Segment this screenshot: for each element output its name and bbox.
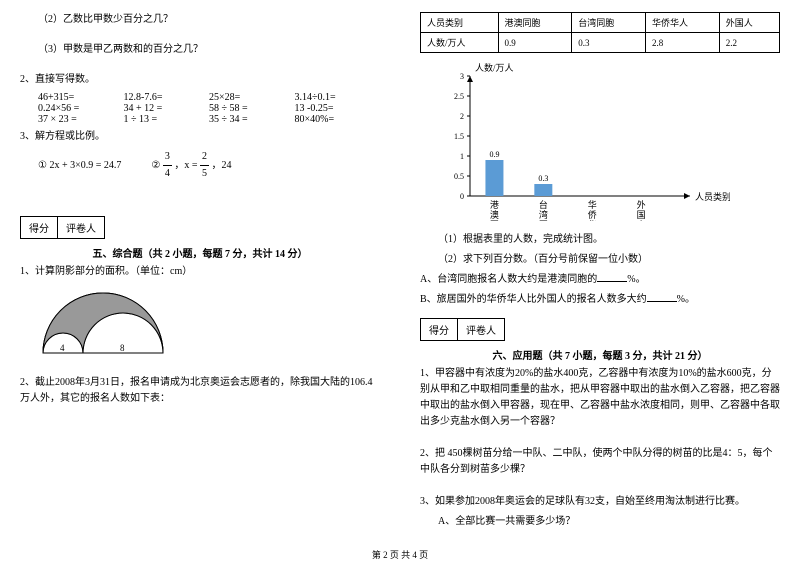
td: 人数/万人	[421, 33, 499, 53]
fraction-2-5: 25	[200, 149, 209, 182]
svg-text:1.5: 1.5	[454, 132, 464, 141]
th: 人员类别	[421, 13, 499, 33]
svg-text:同: 同	[539, 220, 548, 221]
svg-text:0.5: 0.5	[454, 172, 464, 181]
blank-fill[interactable]	[597, 272, 627, 282]
r1: （1）根据表里的人数，完成统计图。	[420, 232, 780, 248]
section-5-title: 五、综合题（共 2 小题，每题 7 分，共计 14 分）	[20, 245, 380, 260]
arith-cell: 58 ÷ 58 =	[209, 103, 295, 114]
td: 0.9	[498, 33, 572, 53]
svg-text:2.5: 2.5	[454, 92, 464, 101]
eq2: ② 34 ，x = 25 ，24	[151, 149, 231, 182]
r2: （2）求下列百分数。（百分号前保留一位小数）	[420, 252, 780, 268]
shape-label-8: 8	[120, 343, 125, 353]
arith-cell: 13 -0.25=	[295, 103, 381, 114]
svg-text:台: 台	[539, 199, 548, 210]
arith-cell: 0.24×56 =	[38, 103, 124, 114]
svg-text:1: 1	[460, 152, 464, 161]
score-label: 得分	[421, 319, 458, 340]
svg-text:人员类别: 人员类别	[695, 191, 730, 202]
svg-text:0: 0	[460, 192, 464, 201]
shape-label-4: 4	[60, 343, 65, 353]
q2-title: 2、直接写得数。	[20, 72, 380, 88]
arith-cell: 1 ÷ 13 =	[124, 114, 210, 125]
eq2-prefix: ②	[151, 160, 160, 171]
rA-suffix: %。	[627, 274, 645, 285]
svg-text:外: 外	[637, 199, 646, 210]
q5-1: 1、计算阴影部分的面积。（单位：cm）	[20, 264, 380, 280]
q6-2: 2、把 450棵树苗分给一中队、二中队，使两个中队分得的树苗的比是4：5，每个中…	[420, 446, 780, 478]
fraction-3-4: 34	[163, 149, 172, 182]
q1-2: （2）乙数比甲数少百分之几？	[20, 12, 380, 28]
svg-text:人数/万人: 人数/万人	[475, 62, 514, 73]
svg-text:人: 人	[637, 220, 646, 221]
q3-title: 3、解方程或比例。	[20, 129, 380, 145]
svg-text:3: 3	[460, 72, 464, 81]
svg-text:0.3: 0.3	[538, 174, 548, 183]
th: 华侨华人	[646, 13, 720, 33]
rA-text: A、台湾同胞报名人数大约是港澳同胞的	[420, 274, 597, 285]
q5-2: 2、截止2008年3月31日，报名申请成为北京奥运会志愿者的，除我国大陆的106…	[20, 375, 380, 407]
arith-row-2: 37 × 23 = 1 ÷ 13 = 35 ÷ 34 = 80×40%=	[20, 114, 380, 125]
section-6-title: 六、应用题（共 7 小题，每题 3 分，共计 21 分）	[420, 347, 780, 362]
arith-cell: 35 ÷ 34 =	[209, 114, 295, 125]
svg-text:港: 港	[490, 199, 499, 210]
equations: ① 2x + 3×0.9 = 24.7 ② 34 ，x = 25 ，24	[20, 149, 380, 182]
svg-text:2: 2	[460, 112, 464, 121]
eq2-suffix: ，24	[212, 160, 232, 171]
svg-text:湾: 湾	[539, 209, 548, 220]
svg-text:0.9: 0.9	[489, 150, 499, 159]
rA: A、台湾同胞报名人数大约是港澳同胞的 %。	[420, 272, 780, 288]
svg-text:国: 国	[637, 210, 646, 220]
q6-3A: A、全部比赛一共需要多少场？	[420, 514, 780, 530]
score-label: 得分	[21, 217, 58, 238]
rB-suffix: %。	[677, 294, 695, 305]
rB: B、旅居国外的华侨华人比外国人的报名人数多大约 %。	[420, 292, 780, 308]
data-table: 人员类别 港澳同胞 台湾同胞 华侨华人 外国人 人数/万人 0.9 0.3 2.…	[420, 12, 780, 53]
eq2-mid: ，x =	[174, 160, 197, 171]
rB-text: B、旅居国外的华侨华人比外国人的报名人数多大约	[420, 294, 647, 305]
arith-cell: 37 × 23 =	[38, 114, 124, 125]
grader-label: 评卷人	[458, 319, 504, 340]
arith-cell: 3.14÷0.1=	[295, 92, 381, 103]
svg-text:侨: 侨	[588, 209, 597, 220]
svg-text:华: 华	[588, 199, 597, 210]
th: 外国人	[719, 13, 779, 33]
bar-chart: 人数/万人32.521.510.500.9港澳同胞0.3台湾同胞华侨华人外国人人…	[430, 61, 730, 221]
svg-text:同: 同	[490, 220, 499, 221]
score-box-6: 得分 评卷人	[420, 318, 505, 341]
table-data-row: 人数/万人 0.9 0.3 2.8 2.2	[421, 33, 780, 53]
td: 0.3	[572, 33, 646, 53]
th: 港澳同胞	[498, 13, 572, 33]
arith-cell: 12.8-7.6=	[124, 92, 210, 103]
th: 台湾同胞	[572, 13, 646, 33]
q1-3: （3）甲数是甲乙两数和的百分之几？	[20, 42, 380, 58]
eq1: ① 2x + 3×0.9 = 24.7	[38, 158, 121, 174]
arith-row-1: 0.24×56 = 34 + 12 = 58 ÷ 58 = 13 -0.25=	[20, 103, 380, 114]
table-header-row: 人员类别 港澳同胞 台湾同胞 华侨华人 外国人	[421, 13, 780, 33]
arith-cell: 34 + 12 =	[124, 103, 210, 114]
td: 2.2	[719, 33, 779, 53]
svg-text:澳: 澳	[490, 209, 499, 220]
shaded-shape: 4 8	[38, 288, 168, 358]
grader-label: 评卷人	[58, 217, 104, 238]
page-footer: 第 2 页 共 4 页	[0, 548, 800, 561]
arith-row-0: 46+315= 12.8-7.6= 25×28= 3.14÷0.1=	[20, 92, 380, 103]
arith-cell: 46+315=	[38, 92, 124, 103]
arith-cell: 80×40%=	[295, 114, 381, 125]
arith-cell: 25×28=	[209, 92, 295, 103]
q6-3: 3、如果参加2008年奥运会的足球队有32支，自始至终用淘汰制进行比赛。	[420, 494, 780, 510]
svg-text:华: 华	[588, 219, 597, 221]
score-box-5: 得分 评卷人	[20, 216, 105, 239]
td: 2.8	[646, 33, 720, 53]
q6-1: 1、甲容器中有浓度为20%的盐水400克，乙容器中有浓度为10%的盐水600克，…	[420, 366, 780, 430]
blank-fill[interactable]	[647, 292, 677, 302]
